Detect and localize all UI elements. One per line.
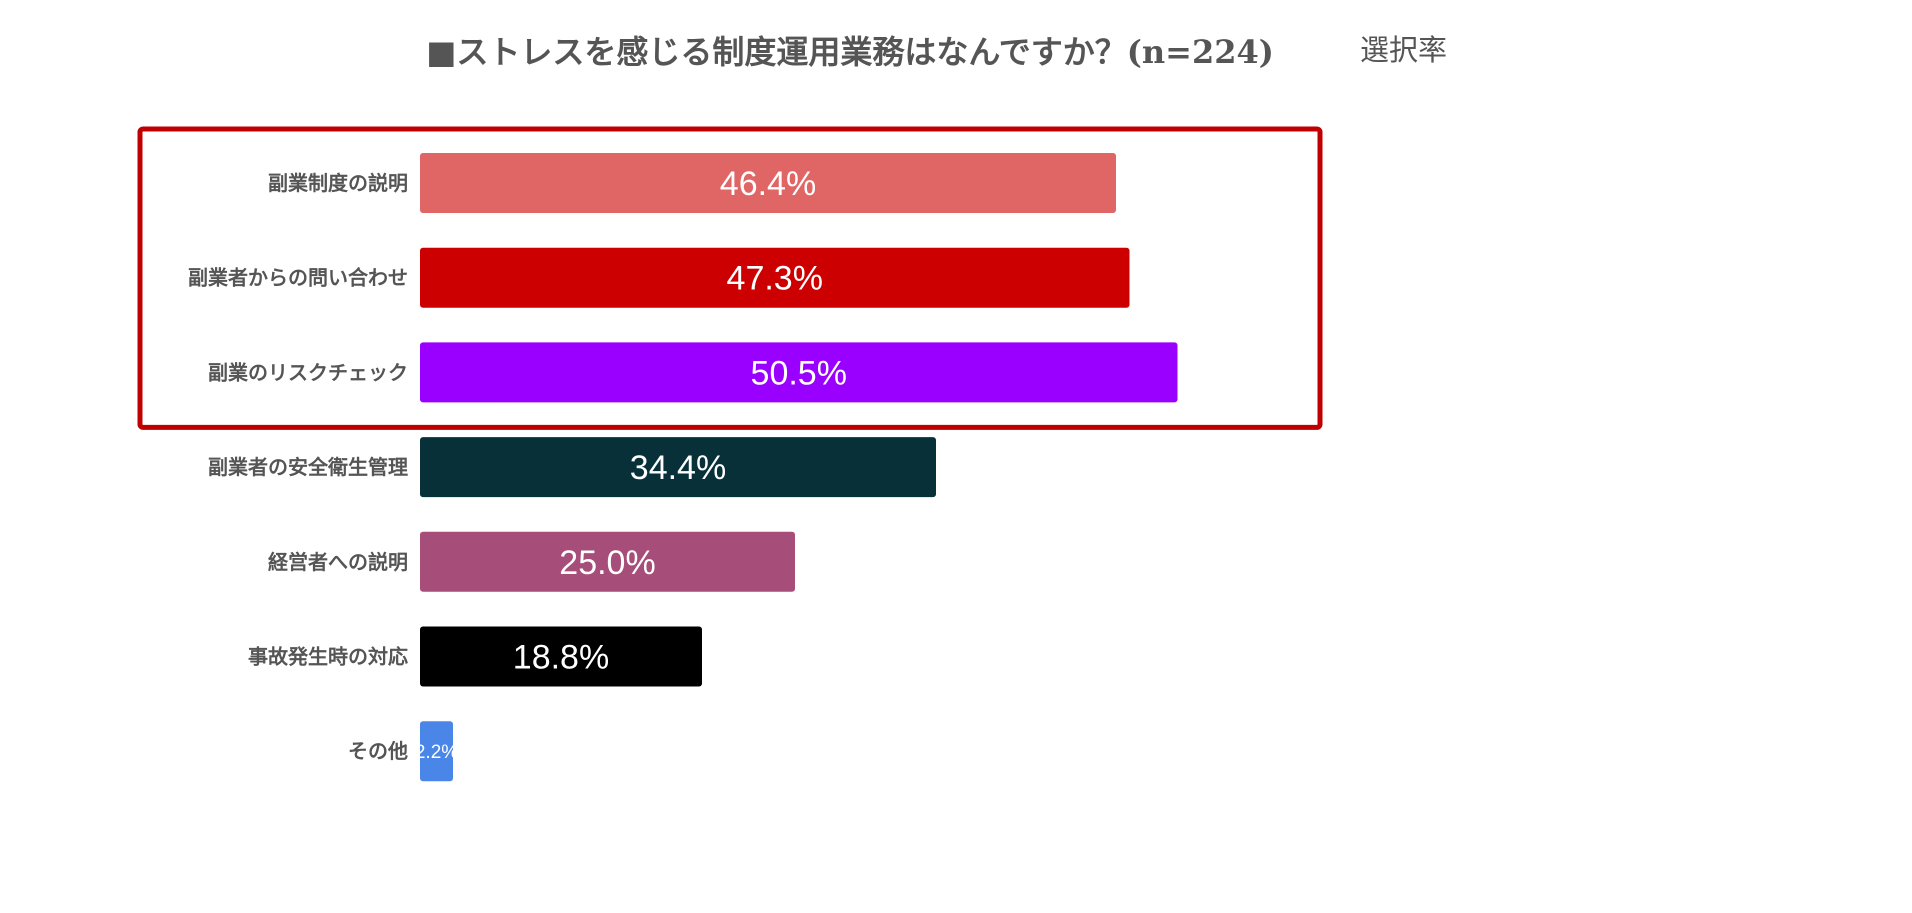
category-label: 副業のリスクチェック: [208, 360, 408, 384]
data-label: 25.0%: [559, 544, 655, 582]
category-label: 副業者の安全衛生管理: [208, 455, 408, 479]
bar: [420, 626, 702, 687]
category-label: 副業者からの問い合わせ: [188, 266, 408, 290]
data-label: 47.3%: [727, 260, 823, 298]
data-label: 34.4%: [630, 449, 726, 487]
category-label: 経営者への説明: [268, 550, 408, 574]
bars-layer: 副業制度の説明 46.4% 副業者からの問い合わせ 47.3% 副業のリスクチェック 50…: [188, 153, 1178, 782]
category-label: 副業制度の説明: [268, 171, 408, 195]
category-label: 事故発生時の対応: [248, 645, 408, 669]
data-label: 2.2%: [415, 742, 458, 763]
bar: [420, 153, 1116, 213]
category-label: その他: [348, 739, 408, 763]
highlight-layer: [137, 126, 1323, 430]
bar: [420, 721, 453, 782]
bar: [420, 247, 1130, 308]
data-label: 50.5%: [751, 354, 847, 392]
data-label: 46.4%: [720, 165, 816, 203]
bar: [420, 531, 795, 592]
bar: [420, 342, 1178, 403]
data-label: 18.8%: [513, 639, 609, 677]
highlight-box: [137, 126, 1323, 430]
chart-title: ■ストレスを感じる制度運用業務はなんですか？(n=224): [426, 33, 1274, 71]
chart-subtitle: 選択率: [1360, 33, 1447, 67]
bar: [420, 437, 936, 498]
